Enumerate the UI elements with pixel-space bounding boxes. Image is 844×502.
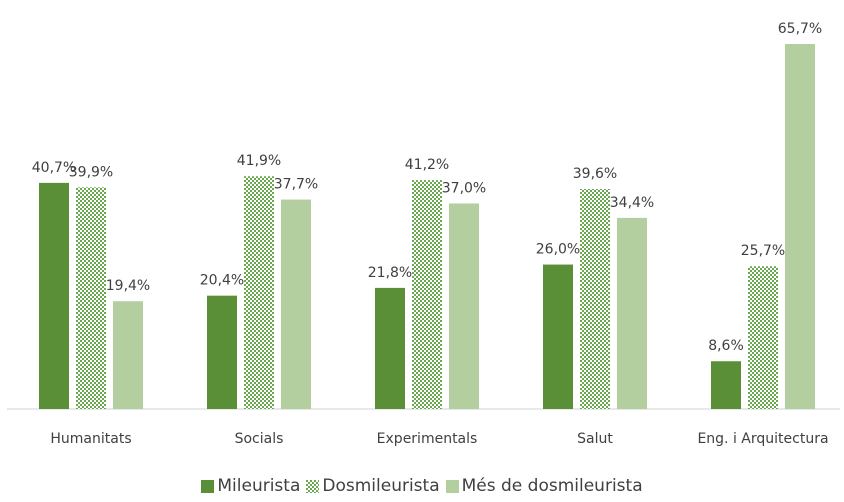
data-label: 39,9% [69,164,113,180]
bar [76,187,106,409]
bar [748,266,778,409]
x-tick-label: Salut [577,431,613,447]
bar [412,180,442,409]
bar [580,189,610,409]
data-label: 41,9% [237,153,281,169]
legend-swatch-fill [201,479,215,493]
data-label: 34,4% [610,195,654,211]
bar [617,217,647,409]
bar [543,264,573,409]
data-label: 65,7% [778,21,822,37]
legend-label: Mileurista [217,476,301,496]
data-label: 39,6% [573,166,617,182]
legend-label: Més de dosmileurista [461,476,643,496]
data-label: 37,7% [274,177,318,193]
legend-item: Mileurista [201,476,300,496]
legend-swatch-fill [306,479,320,493]
x-tick-label: Humanitats [50,431,131,447]
bar [375,287,405,409]
legend: Mileurista Dosmileurista Més de dosmileuri… [0,476,844,496]
legend-swatch [306,479,320,493]
data-label: 26,0% [536,242,580,258]
bar [39,182,69,409]
data-label: 40,7% [32,160,76,176]
bar [113,301,143,409]
x-tick-label: Experimentals [377,431,478,447]
x-tick-label: Eng. i Arquitectura [697,431,828,447]
legend-swatch [201,479,215,493]
legend-swatch [445,479,459,493]
bar [711,361,741,409]
bar [785,44,815,409]
data-label: 20,4% [200,273,244,289]
legend-label: Dosmileurista [322,476,440,496]
legend-item: Més de dosmileurista [445,476,643,496]
data-label: 19,4% [106,278,150,294]
data-label: 8,6% [708,338,744,354]
data-label: 25,7% [741,243,785,259]
x-tick-label: Socials [235,431,284,447]
data-label: 37,0% [442,180,486,196]
legend-swatch-fill [445,479,459,493]
data-label: 21,8% [368,265,412,281]
chart: Humanitats 40,7%39,9% 19,4% Socials 20,4% 41,… [7,21,840,447]
legend-item: Dosmileurista [306,476,440,496]
bar [281,199,311,409]
bar [449,203,479,409]
data-label: 41,2% [405,157,449,173]
bar [244,176,274,409]
bar [207,295,237,409]
